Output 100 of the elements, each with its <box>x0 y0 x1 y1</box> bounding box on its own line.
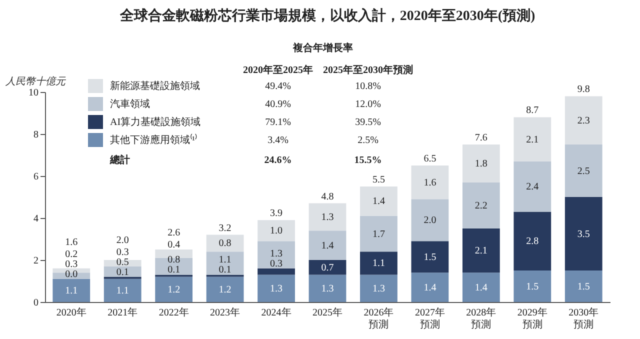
data-label: 2.1 <box>526 134 539 146</box>
x-tick-label: 2024年 <box>261 306 292 318</box>
bar <box>308 230 346 260</box>
bar <box>514 117 552 162</box>
data-label: 0.0 <box>65 268 78 280</box>
annotation: 2.5% <box>358 135 378 146</box>
bar <box>514 212 552 270</box>
bar <box>308 203 346 231</box>
data-label: 1.4 <box>474 282 488 294</box>
x-tick-label: 2029年預測 <box>517 306 548 330</box>
data-label: 1.5 <box>577 281 590 292</box>
annotation: 24.6% <box>264 155 292 166</box>
text: 49.4% <box>265 81 291 92</box>
data-label: 1.7 <box>372 228 385 240</box>
x-tick-label: 2021年 <box>108 306 138 318</box>
x-tick-label: 2028年預測 <box>466 306 496 330</box>
data-label: 1.2 <box>168 284 180 296</box>
bar <box>462 144 500 182</box>
y-axis-title: 人民幣十億元 <box>4 76 66 88</box>
bar <box>462 228 500 273</box>
data-label: 0.1 <box>168 264 180 276</box>
x-tick-label: 2027年預測 <box>414 306 445 330</box>
data-label: 2.3 <box>577 115 590 126</box>
legend-label: 新能源基礎設施領域 <box>110 80 200 92</box>
data-label: 3.5 <box>577 228 590 240</box>
total-label: 6.5 <box>424 154 436 164</box>
data-label: 1.4 <box>372 196 385 208</box>
annotation: 總計 <box>109 154 130 166</box>
legend-label: AI算力基礎設施領域 <box>110 116 201 128</box>
annotation: 15.5% <box>354 155 382 166</box>
data-label: 2.4 <box>526 182 539 192</box>
data-label: 1.5 <box>526 281 539 292</box>
bar <box>411 199 449 242</box>
x-tick-label: 2026年預測 <box>364 306 394 330</box>
chart-title: 全球合金軟磁粉芯行業市場規模，以收入計，2020年至2030年(預測) <box>118 7 536 24</box>
bar <box>206 276 244 302</box>
x-tick-label: 2025年 <box>312 306 342 318</box>
total-label: 2.6 <box>168 228 180 238</box>
bar <box>104 260 142 266</box>
data-label: 0.2 <box>65 248 78 260</box>
bar <box>258 241 295 268</box>
bar <box>514 161 552 212</box>
data-label: 2.8 <box>526 236 539 248</box>
annotation: 12.0% <box>355 99 381 110</box>
x-tick-label: 2023年 <box>210 306 240 318</box>
data-label: 1.1 <box>65 285 78 296</box>
bar <box>206 234 244 252</box>
bar <box>206 252 244 275</box>
bar <box>258 268 295 275</box>
total-label: 2.0 <box>116 234 129 246</box>
bar <box>462 182 500 228</box>
bar <box>411 272 449 302</box>
bar <box>564 96 602 144</box>
bar <box>360 274 398 302</box>
data-label: 2.0 <box>424 215 436 226</box>
data-label: 0.5 <box>116 256 129 268</box>
total-label: 5.5 <box>372 174 385 186</box>
legend-label: 其他下游應用領域⁽¹⁾ <box>110 133 197 146</box>
bar <box>52 278 90 302</box>
bar <box>564 197 602 270</box>
bar <box>411 166 449 200</box>
total-label: 3.2 <box>218 222 232 234</box>
data-label: 2.2 <box>474 200 488 212</box>
data-label: 2.1 <box>474 246 488 257</box>
data-label: 1.0 <box>270 226 283 237</box>
bar <box>155 276 193 302</box>
bar <box>360 186 398 216</box>
x-tick-label: 2022年 <box>158 306 189 318</box>
annotation: 39.5% <box>355 117 381 128</box>
data-label: 0.8 <box>218 238 232 250</box>
bar <box>360 252 398 275</box>
total-label: 7.6 <box>474 132 488 144</box>
total-label: 1.6 <box>65 236 78 248</box>
data-label: 1.1 <box>116 285 129 296</box>
text: 複合年增長率 <box>292 42 353 54</box>
bar <box>308 274 346 302</box>
data-label: 1.6 <box>424 177 436 188</box>
bar <box>564 270 602 302</box>
bar <box>564 144 602 197</box>
bar <box>104 278 142 302</box>
y-tick-label: 2 <box>34 256 38 266</box>
total-label: 4.8 <box>321 191 334 202</box>
data-label: 1.1 <box>372 258 385 270</box>
data-label: 0.3 <box>65 258 78 270</box>
bar <box>258 274 295 302</box>
data-label: 1.8 <box>474 158 488 170</box>
data-label: 1.1 <box>218 254 232 266</box>
bar <box>258 220 295 242</box>
data-label: 0.3 <box>116 246 129 258</box>
data-label: 1.4 <box>321 240 334 252</box>
bar <box>514 270 552 302</box>
annotation: 3.4% <box>268 135 288 146</box>
data-label: 1.3 <box>321 212 334 223</box>
x-tick-label: 2030年預測 <box>568 306 599 330</box>
x-tick-label: 2020年 <box>56 306 86 318</box>
y-tick-label: 8 <box>34 130 38 140</box>
y-tick-label: 4 <box>34 214 38 224</box>
total-label: 8.7 <box>526 105 539 116</box>
data-label: 1.3 <box>270 283 283 294</box>
text: 10.8% <box>355 81 381 92</box>
